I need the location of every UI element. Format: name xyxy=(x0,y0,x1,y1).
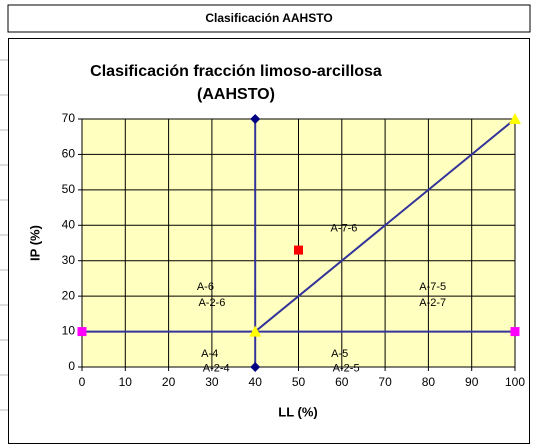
zone-label: A-2-5 xyxy=(333,363,360,375)
x-tick-label: 80 xyxy=(422,375,436,389)
zone-label: A-7-6 xyxy=(331,223,358,235)
zone-label: A-2-4 xyxy=(203,363,230,375)
x-tick-label: 60 xyxy=(335,375,349,389)
marker xyxy=(509,113,521,124)
y-tick-label: 60 xyxy=(62,147,76,161)
x-tick-label: 40 xyxy=(249,375,263,389)
zone-label: A-6 xyxy=(197,281,214,293)
chart-title: (AAHSTO) xyxy=(197,86,275,103)
x-axis-label: LL (%) xyxy=(278,404,317,419)
x-tick-label: 20 xyxy=(162,375,176,389)
zone-label: A-7-5 xyxy=(419,281,446,293)
zone-label: A-4 xyxy=(201,348,218,360)
x-tick-label: 30 xyxy=(205,375,219,389)
x-tick-label: 50 xyxy=(292,375,306,389)
zone-label: A-2-6 xyxy=(198,297,225,309)
y-tick-label: 20 xyxy=(62,288,76,302)
series-line xyxy=(254,118,516,333)
marker xyxy=(77,327,87,337)
header-cell xyxy=(7,4,531,33)
x-tick-label: 0 xyxy=(79,375,86,389)
y-tick-label: 0 xyxy=(68,359,75,373)
zone-label: A-2-7 xyxy=(419,297,446,309)
marker xyxy=(250,362,261,372)
y-tick-label: 70 xyxy=(62,111,76,125)
x-tick-label: 90 xyxy=(465,375,479,389)
zone-label: A-5 xyxy=(331,348,348,360)
marker xyxy=(249,325,262,337)
x-tick-label: 70 xyxy=(378,375,392,389)
row-lines xyxy=(0,59,8,411)
y-tick-label: 40 xyxy=(62,217,76,231)
y-tick-label: 50 xyxy=(62,182,76,196)
marker xyxy=(510,327,520,337)
y-axis-label: IP (%) xyxy=(27,225,42,261)
x-tick-label: 10 xyxy=(119,375,133,389)
y-tick-label: 30 xyxy=(62,253,76,267)
header-title: Clasificación AAHSTO xyxy=(205,11,332,25)
x-tick-label: 100 xyxy=(505,375,525,389)
marker xyxy=(250,114,261,124)
chart-title: Clasificación fracción limoso-arcillosa xyxy=(90,63,382,80)
marker xyxy=(294,245,303,255)
y-tick-label: 10 xyxy=(62,324,76,338)
